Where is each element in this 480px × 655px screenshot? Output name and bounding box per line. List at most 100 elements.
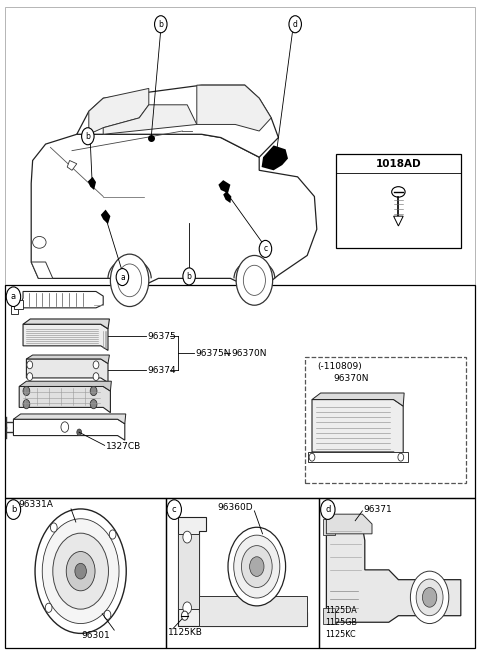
Circle shape: [35, 509, 126, 633]
Polygon shape: [26, 359, 108, 383]
Text: 96360D: 96360D: [217, 503, 252, 512]
Polygon shape: [19, 386, 110, 413]
Text: 1125GB: 1125GB: [325, 618, 358, 627]
Polygon shape: [178, 534, 199, 609]
Circle shape: [422, 588, 437, 607]
Circle shape: [42, 519, 119, 624]
Text: d: d: [293, 20, 298, 29]
Circle shape: [50, 523, 57, 532]
Circle shape: [66, 552, 95, 591]
Circle shape: [93, 361, 99, 369]
FancyBboxPatch shape: [323, 608, 335, 624]
Polygon shape: [312, 400, 403, 458]
Circle shape: [104, 610, 111, 620]
Circle shape: [90, 386, 97, 396]
Polygon shape: [77, 85, 278, 157]
Circle shape: [90, 400, 97, 409]
Polygon shape: [13, 414, 126, 424]
Polygon shape: [101, 210, 110, 224]
Circle shape: [27, 373, 33, 381]
Circle shape: [23, 400, 30, 409]
FancyBboxPatch shape: [323, 519, 335, 535]
Circle shape: [167, 500, 181, 519]
Circle shape: [289, 16, 301, 33]
Circle shape: [183, 602, 192, 614]
Circle shape: [155, 16, 167, 33]
Text: b: b: [11, 505, 16, 514]
Text: 1125KB: 1125KB: [168, 627, 203, 637]
Polygon shape: [67, 160, 77, 170]
Polygon shape: [218, 180, 230, 193]
Circle shape: [183, 268, 195, 285]
Polygon shape: [31, 134, 317, 283]
Polygon shape: [394, 216, 403, 226]
Ellipse shape: [392, 187, 405, 197]
Text: a: a: [120, 272, 125, 282]
Polygon shape: [197, 85, 271, 131]
Text: 96370N: 96370N: [334, 374, 369, 383]
Text: b: b: [85, 132, 90, 141]
Circle shape: [23, 386, 30, 396]
Text: c: c: [172, 505, 177, 514]
Text: 96371: 96371: [364, 505, 393, 514]
Text: (-110809): (-110809): [317, 362, 361, 371]
Polygon shape: [223, 191, 231, 203]
Polygon shape: [13, 419, 125, 440]
Polygon shape: [103, 105, 197, 134]
Polygon shape: [326, 521, 461, 622]
Circle shape: [109, 530, 116, 539]
Text: b: b: [187, 272, 192, 281]
Circle shape: [234, 535, 280, 598]
Circle shape: [241, 546, 272, 588]
Circle shape: [82, 128, 94, 145]
Circle shape: [118, 264, 142, 297]
Circle shape: [45, 603, 52, 612]
Text: 96374: 96374: [148, 365, 177, 375]
Polygon shape: [26, 355, 109, 364]
Polygon shape: [262, 145, 288, 170]
Polygon shape: [178, 517, 307, 626]
Circle shape: [6, 500, 21, 519]
Circle shape: [6, 287, 21, 307]
Polygon shape: [11, 296, 18, 314]
Circle shape: [93, 373, 99, 381]
Circle shape: [416, 579, 443, 616]
Circle shape: [398, 453, 404, 461]
Polygon shape: [89, 88, 149, 134]
Circle shape: [75, 563, 86, 579]
Circle shape: [259, 240, 272, 257]
Polygon shape: [308, 452, 408, 462]
Text: 1018AD: 1018AD: [375, 159, 421, 169]
Text: 96375: 96375: [148, 331, 177, 341]
Circle shape: [77, 429, 82, 436]
Polygon shape: [312, 393, 404, 406]
Polygon shape: [199, 596, 307, 626]
Text: 96301: 96301: [82, 631, 110, 640]
Polygon shape: [13, 300, 23, 309]
Text: 1125DA: 1125DA: [325, 606, 357, 615]
Circle shape: [181, 611, 188, 620]
Text: 96370N: 96370N: [232, 348, 267, 358]
Text: 96375N: 96375N: [196, 348, 231, 358]
Circle shape: [228, 527, 286, 606]
Circle shape: [116, 269, 129, 286]
Polygon shape: [19, 291, 103, 308]
Circle shape: [236, 255, 273, 305]
Circle shape: [243, 265, 265, 295]
Text: a: a: [11, 292, 16, 301]
Text: c: c: [264, 244, 267, 253]
Polygon shape: [326, 514, 372, 534]
Polygon shape: [23, 324, 108, 350]
Polygon shape: [31, 262, 53, 278]
Circle shape: [410, 571, 449, 624]
Circle shape: [250, 557, 264, 576]
Circle shape: [321, 500, 335, 519]
Ellipse shape: [33, 236, 46, 248]
Text: b: b: [158, 20, 163, 29]
Circle shape: [53, 533, 108, 609]
Polygon shape: [23, 319, 109, 329]
Circle shape: [183, 531, 192, 543]
Text: 1327CB: 1327CB: [106, 442, 141, 451]
Circle shape: [110, 254, 149, 307]
Circle shape: [61, 422, 69, 432]
